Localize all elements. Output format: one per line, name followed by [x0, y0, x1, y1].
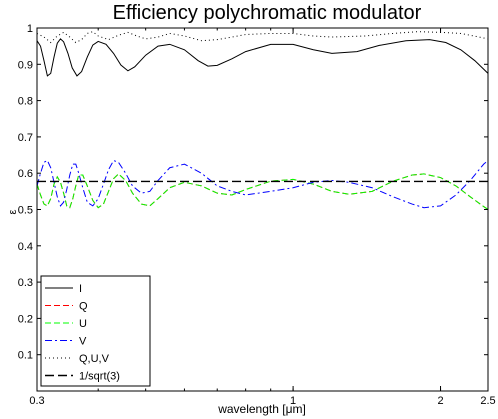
legend-label-q: Q [79, 301, 88, 313]
x-axis-label: wavelength [μm] [217, 402, 306, 416]
legend-label-q-u-v: Q,U,V [79, 353, 110, 365]
y-tick-label: 0.1 [18, 350, 33, 362]
x-tick-label: 2.5 [480, 395, 495, 407]
series-line-q-u-v [37, 31, 488, 44]
y-tick-label: 0.5 [18, 205, 33, 217]
legend-label-u: U [79, 318, 87, 330]
y-tick-label: 0.8 [18, 96, 33, 108]
y-tick-label: 0.6 [18, 168, 33, 180]
y-tick-label: 0.3 [18, 277, 33, 289]
y-tick-label: 0.2 [18, 313, 33, 325]
legend-box [40, 275, 151, 387]
legend-label-i: I [79, 283, 82, 295]
series-layer [37, 31, 488, 210]
series-line-u [37, 173, 488, 210]
y-tick-label: 0.7 [18, 132, 33, 144]
y-tick-label: 1 [27, 23, 33, 35]
series-line-i [37, 38, 488, 77]
x-tick-label: 2 [437, 395, 443, 407]
x-tick-label: 0.3 [29, 395, 44, 407]
y-axis-label: ε [7, 209, 19, 214]
y-tick-label: 0.4 [18, 241, 33, 253]
x-tick-label: 1 [290, 395, 296, 407]
chart-title: Efficiency polychromatic modulator [113, 2, 422, 24]
axis-layer: 0.1 0.2 0.3 0.4 0.5 0.6 0.7 0.8 0.9 1 0.3 1 2 2.5 [18, 23, 496, 407]
legend-label-1-sqrt-3: 1/sqrt(3) [79, 371, 120, 383]
legend-label-v: V [79, 336, 87, 348]
y-tick-label: 0.9 [18, 59, 33, 71]
series-line-v [37, 159, 488, 209]
